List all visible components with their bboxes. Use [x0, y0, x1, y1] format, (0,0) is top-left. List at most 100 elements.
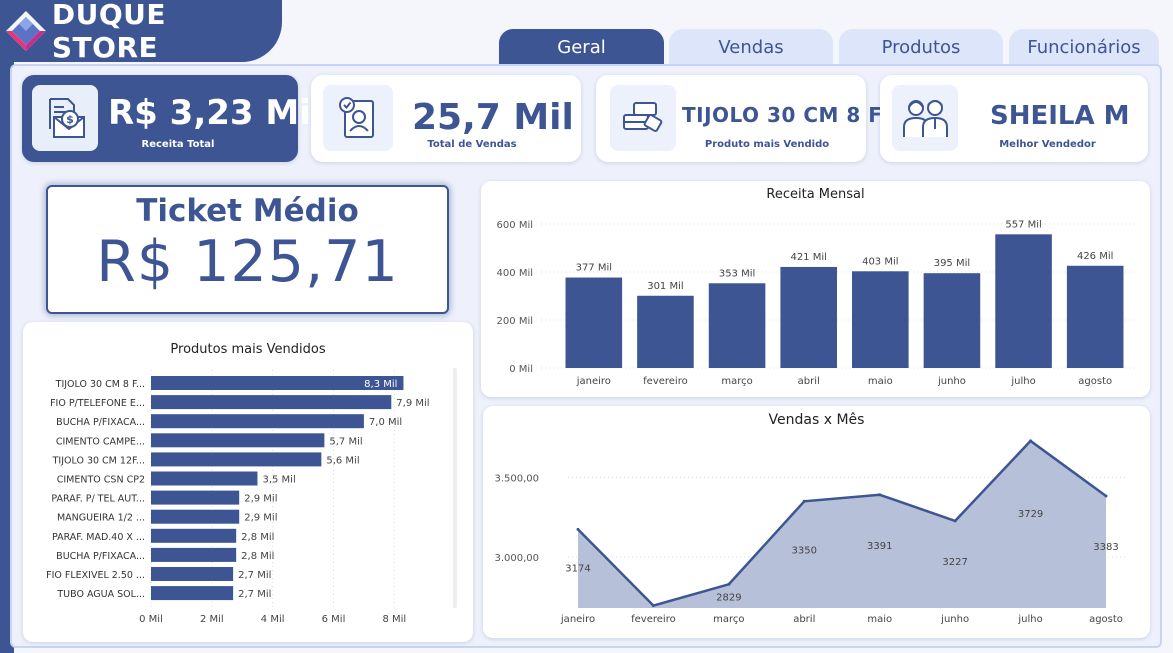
brand-header: DUQUE STORE — [0, 0, 282, 64]
receita-bar — [565, 277, 623, 368]
receita-data-label: 353 Mil — [719, 268, 755, 279]
vendas-x-tick-label: julho — [1017, 614, 1042, 625]
produtos-bar — [151, 528, 237, 543]
receita-bar — [637, 295, 694, 368]
produtos-bar — [151, 547, 237, 562]
produtos-x-tick-label: 0 Mil — [139, 614, 163, 625]
kpi-produto-mais-vendido: TIJOLO 30 CM 8 F... Produto mais Vendido — [596, 75, 903, 162]
kpi-vendedor-value: SHEILA M — [990, 101, 1130, 131]
vendas-point — [802, 499, 806, 503]
produtos-bar — [151, 414, 364, 429]
receita-x-tick-label: julho — [1010, 376, 1035, 387]
receita-x-tick-label: janeiro — [576, 376, 611, 387]
produtos-y-tick-label: PARAF. MAD.40 X ... — [52, 532, 145, 543]
receita-x-tick-label: abril — [798, 376, 820, 387]
diamond-logo-icon — [5, 11, 46, 51]
kpi-receita-value: R$ 3,23 Mi — [108, 93, 311, 133]
receita-data-label: 301 Mil — [647, 281, 683, 292]
produtos-x-tick-label: 8 Mil — [382, 614, 406, 625]
kpi-total-vendas: 25,7 Mil Total de Vendas — [311, 75, 581, 162]
produtos-y-tick-label: CIMENTO CAMPE... — [56, 436, 145, 447]
vendas-data-label: 3174 — [565, 563, 590, 574]
produtos-y-tick-label: CIMENTO CSN CP2 — [57, 475, 145, 486]
vendas-line — [577, 439, 1107, 608]
vendas-point — [953, 519, 957, 523]
receita-y-tick-label: 400 Mil — [497, 268, 533, 279]
vendas-mes-title: Vendas x Mês — [768, 412, 865, 428]
kpi-receita-total: $ R$ 3,23 Mi Receita Total — [22, 75, 311, 162]
vendas-x-tick-label: março — [713, 614, 744, 625]
ticket-medio-value: R$ 125,71 — [96, 229, 399, 295]
receita-x-tick-label: junho — [937, 376, 966, 387]
kpi-produto-value: TIJOLO 30 CM 8 F... — [682, 103, 904, 127]
produtos-y-tick-label: MANGUEIRA 1/2 ... — [57, 513, 145, 524]
receita-x-tick-label: março — [721, 376, 752, 387]
produtos-mais-vendidos-card: Produtos mais Vendidos 0 Mil 2 Mil 4 Mil 6 … — [23, 322, 473, 642]
vendas-point — [1104, 494, 1108, 498]
produtos-mais-vendidos-chart: 0 Mil 2 Mil 4 Mil 6 Mil 8 Mil TIJOLO 30 CM 8 … — [46, 368, 457, 625]
produtos-bar — [151, 395, 392, 410]
receita-data-label: 403 Mil — [862, 256, 898, 267]
produtos-data-label: 2,7 Mil — [238, 589, 271, 600]
produtos-bar — [151, 452, 322, 467]
kpi-receita-label: Receita Total — [141, 139, 215, 150]
vendas-x-tick-label: agosto — [1089, 614, 1123, 625]
receita-bar — [780, 266, 837, 368]
vendas-point — [576, 527, 580, 531]
produtos-bar — [151, 586, 234, 601]
vendas-point — [651, 604, 655, 608]
tab-geral[interactable]: Geral — [499, 29, 664, 65]
produtos-data-label: 5,6 Mil — [326, 455, 359, 466]
vendas-data-label: 2829 — [716, 592, 741, 603]
produtos-data-label: 2,7 Mil — [238, 570, 271, 581]
produtos-data-label: 2,8 Mil — [241, 532, 274, 543]
receita-bar — [708, 283, 766, 368]
ticket-medio-card: Ticket Médio R$ 125,71 — [46, 185, 449, 314]
produtos-bar — [151, 433, 325, 448]
produtos-data-label: 8,3 Mil — [364, 379, 397, 390]
produtos-bar — [151, 567, 234, 581]
produtos-y-tick-label: FIO P/TELEFONE E... — [50, 398, 145, 409]
tab-produtos[interactable]: Produtos — [839, 29, 1003, 65]
kpi-produto-label: Produto mais Vendido — [704, 139, 830, 150]
receita-y-tick-label: 600 Mil — [497, 220, 533, 231]
receita-data-label: 377 Mil — [576, 263, 612, 274]
tab-funcionarios[interactable]: Funcionários — [1009, 29, 1159, 65]
vendas-x-tick-label: maio — [867, 614, 892, 625]
produtos-x-tick-label: 2 Mil — [200, 614, 224, 625]
kpi-vendedor-label: Melhor Vendedor — [999, 139, 1096, 150]
document-badge-icon — [323, 85, 393, 151]
brand-name: DUQUE STORE — [51, 0, 167, 64]
receita-bar — [995, 234, 1052, 368]
svg-text:$: $ — [66, 113, 74, 126]
vendas-x-tick-label: junho — [940, 614, 969, 625]
receita-bar — [1066, 265, 1124, 368]
kpi-vendas-value: 25,7 Mil — [412, 97, 574, 138]
invoice-money-icon: $ — [32, 85, 98, 151]
produtos-data-label: 7,9 Mil — [396, 398, 429, 409]
produtos-data-label: 5,7 Mil — [329, 436, 362, 447]
vendas-data-label: 3227 — [942, 557, 967, 568]
vendas-point — [727, 582, 731, 586]
receita-bar — [923, 273, 981, 368]
produtos-x-tick-label: 6 Mil — [322, 614, 346, 625]
produtos-bar — [151, 490, 240, 505]
receita-mensal-title: Receita Mensal — [766, 187, 865, 202]
bricks-icon — [610, 85, 676, 151]
produtos-y-tick-label: TIJOLO 30 CM 8 F... — [55, 379, 145, 390]
produtos-y-tick-label: TIJOLO 30 CM 12F... — [52, 455, 145, 466]
kpi-melhor-vendedor: SHEILA M Melhor Vendedor — [880, 75, 1148, 162]
produtos-x-tick-label: 4 Mil — [261, 614, 285, 625]
produtos-data-label: 3,5 Mil — [262, 475, 295, 486]
vendas-data-label: 3383 — [1093, 542, 1118, 553]
tab-vendas[interactable]: Vendas — [669, 29, 833, 65]
receita-data-label: 395 Mil — [934, 258, 970, 269]
receita-data-label: 421 Mil — [790, 252, 826, 263]
vendas-y-tick-label: 3.500,00 — [494, 473, 539, 484]
vendas-point — [878, 493, 882, 497]
receita-x-tick-label: maio — [868, 376, 893, 387]
receita-x-tick-label: agosto — [1078, 376, 1112, 387]
vendas-area — [578, 440, 1106, 608]
produtos-data-label: 2,9 Mil — [244, 513, 277, 524]
